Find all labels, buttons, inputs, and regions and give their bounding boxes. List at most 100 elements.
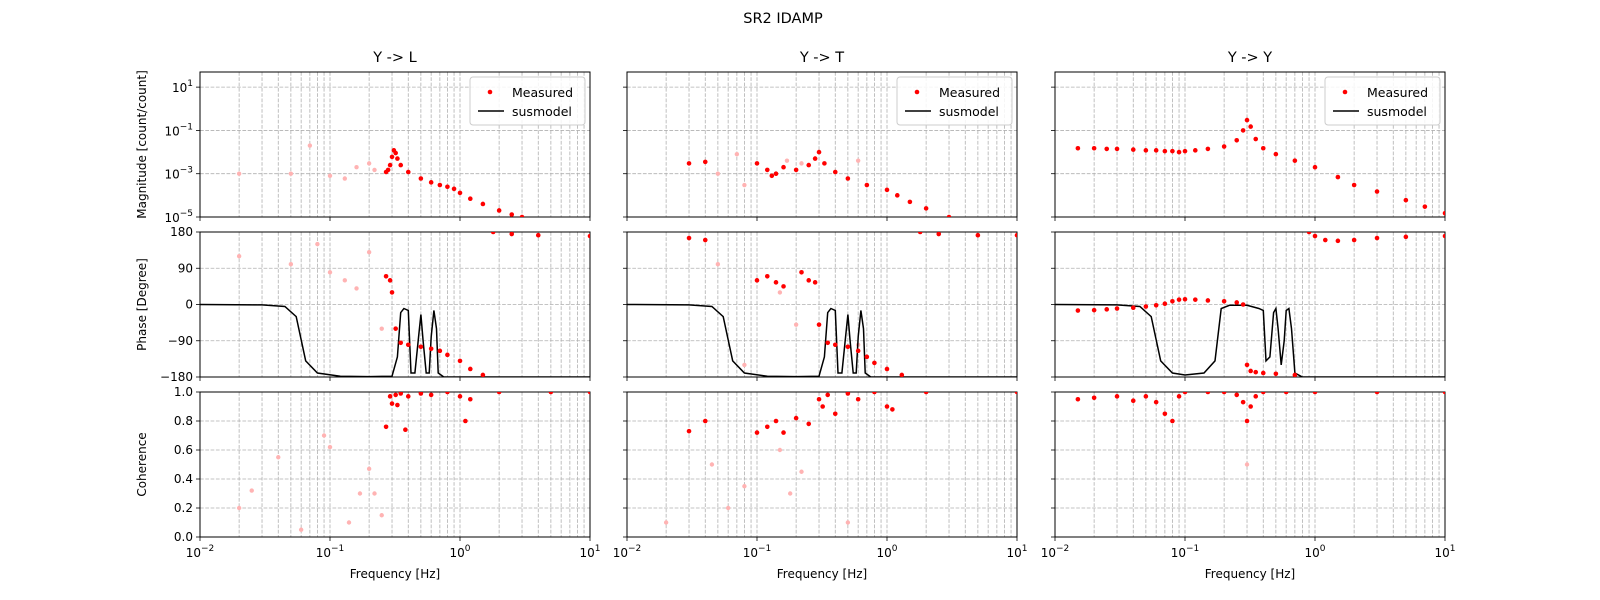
- measured-point: [395, 402, 400, 408]
- faint-point: [298, 527, 304, 532]
- measured-point: [1234, 137, 1240, 143]
- measured-point: [496, 392, 502, 395]
- legend: Measured susmodel: [896, 76, 1013, 126]
- faint-point: [742, 362, 747, 368]
- x-ticks: 10−2 10−1 100 101: [613, 537, 1028, 560]
- measured-point: [769, 173, 775, 179]
- measured-point: [480, 201, 486, 207]
- x-gridlines: [626, 392, 1012, 537]
- y-tick-label: 10−1: [164, 122, 193, 138]
- faint-point: [715, 171, 721, 176]
- faint-point: [709, 462, 715, 467]
- measured-point: [764, 274, 770, 279]
- measured-point: [1205, 392, 1211, 395]
- measured-point: [855, 348, 861, 354]
- panel-title: Y -> L: [372, 50, 417, 66]
- measured-point: [1104, 146, 1110, 152]
- measured-point: [387, 394, 393, 399]
- x-ticks: [199, 377, 591, 381]
- legend-model-label: susmodel: [1367, 104, 1427, 119]
- measured-point: [832, 342, 838, 348]
- faint-point: [379, 326, 384, 331]
- measured-point: [1075, 308, 1081, 313]
- measured-point: [1176, 149, 1182, 155]
- measured-point: [1114, 306, 1120, 311]
- faint-point: [715, 262, 721, 267]
- measured-point: [1312, 164, 1318, 170]
- measured-point: [1130, 305, 1136, 311]
- y-tick-label: 0.2: [174, 501, 193, 515]
- faint-point: [346, 520, 352, 525]
- measured-point: [806, 162, 812, 168]
- x-ticks: [1054, 377, 1446, 381]
- faint-point: [372, 167, 377, 173]
- y-axis-label: Phase [Degree]: [135, 258, 149, 351]
- x-tick-label: 101: [579, 544, 600, 560]
- measured-point: [395, 156, 400, 161]
- legend-measured-marker: [487, 89, 493, 95]
- measured-point: [917, 232, 923, 235]
- susmodel-line: [200, 303, 590, 377]
- measured-point: [1240, 302, 1246, 307]
- susmodel-line: [627, 303, 1017, 377]
- measured-point: [480, 372, 486, 377]
- measured-point: [496, 208, 502, 213]
- measured-point: [923, 392, 929, 395]
- faint-point: [354, 286, 359, 291]
- measured-point: [457, 190, 463, 196]
- measured-point: [1240, 128, 1246, 133]
- measured-point: [389, 154, 395, 160]
- measured-point: [587, 233, 590, 239]
- measured-point: [1273, 151, 1279, 157]
- measured-point: [1374, 189, 1380, 194]
- measured-point: [398, 162, 404, 168]
- y-tick-label: 90: [178, 261, 193, 275]
- measured-point: [899, 372, 905, 377]
- measured-point: [781, 164, 786, 170]
- measured-point: [451, 186, 457, 192]
- measured-point: [1292, 372, 1298, 377]
- measured-point: [1253, 369, 1259, 375]
- measured-point: [463, 418, 468, 424]
- measured-point: [1260, 370, 1266, 376]
- measured-point: [1442, 210, 1445, 216]
- legend-box: [896, 76, 1013, 126]
- measured-point: [1248, 404, 1253, 409]
- measured-point: [816, 322, 822, 327]
- measured-point: [799, 269, 804, 275]
- measured-point: [383, 424, 389, 430]
- x-axis-label: Frequency [Hz]: [350, 567, 441, 581]
- measured-point: [812, 156, 818, 161]
- faint-point: [354, 164, 359, 170]
- measured-point: [389, 401, 395, 406]
- x-axis-label: Frequency [Hz]: [777, 567, 868, 581]
- faint-point: [787, 491, 793, 496]
- measured-point: [1248, 368, 1253, 374]
- faint-point: [342, 278, 348, 283]
- data-layer: [1075, 117, 1445, 216]
- measured-point: [686, 428, 692, 434]
- faint-point: [777, 447, 783, 453]
- data-layer: [627, 232, 1017, 377]
- axes-frame: [626, 71, 1018, 218]
- measured-point: [816, 149, 822, 155]
- data-layer: [236, 143, 525, 217]
- x-ticks: 10−2 10−1 100 101: [1041, 537, 1456, 560]
- axes-frame: [1054, 391, 1446, 538]
- measured-point: [405, 394, 411, 399]
- measured-point: [781, 284, 786, 289]
- measured-point: [1130, 398, 1136, 404]
- measured-point: [1306, 232, 1312, 235]
- data-layer: [686, 149, 952, 217]
- measured-point: [1335, 238, 1341, 244]
- faint-point: [327, 270, 333, 275]
- legend-box: [469, 76, 586, 126]
- measured-point: [1182, 148, 1188, 154]
- measured-point: [1104, 307, 1110, 312]
- measured-point: [393, 150, 398, 156]
- axes-frame: [626, 391, 1018, 538]
- measured-point: [418, 344, 424, 350]
- axes-2-2: [623, 231, 1018, 381]
- measured-point: [389, 290, 395, 295]
- x-gridlines: [1054, 392, 1440, 537]
